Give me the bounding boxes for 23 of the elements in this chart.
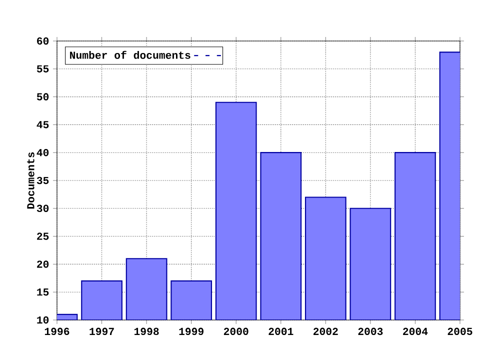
- x-tick-label: 1996: [44, 328, 70, 336]
- y-tick-label: 25: [37, 232, 49, 240]
- x-tick-label: 1999: [179, 328, 204, 336]
- y-tick-label: 30: [36, 204, 49, 212]
- x-tick-label: 2001: [268, 328, 294, 336]
- y-tick-label: 55: [36, 65, 49, 72]
- x-tick-label: 1998: [134, 328, 159, 336]
- y-tick-label: 15: [37, 288, 49, 296]
- legend-label: Number of documents: [70, 50, 190, 59]
- y-tick-label: 20: [37, 260, 49, 268]
- x-tick-label: 2004: [403, 328, 428, 336]
- x-tick-label: 1997: [90, 328, 114, 336]
- y-tick-label: 50: [36, 93, 49, 100]
- y-axis-title: Documents: [27, 152, 34, 209]
- y-tick-label: 45: [36, 121, 49, 128]
- y-tick-label: 10: [37, 316, 49, 324]
- x-tick-label: 2005: [448, 328, 472, 336]
- x-tick-label: 2002: [314, 328, 338, 336]
- x-tick-label: 2003: [358, 328, 383, 336]
- y-tick-label: 35: [36, 176, 49, 184]
- y-tick-label: 60: [37, 37, 49, 45]
- x-tick-label: 2000: [224, 328, 248, 336]
- y-tick-label: 40: [36, 148, 49, 156]
